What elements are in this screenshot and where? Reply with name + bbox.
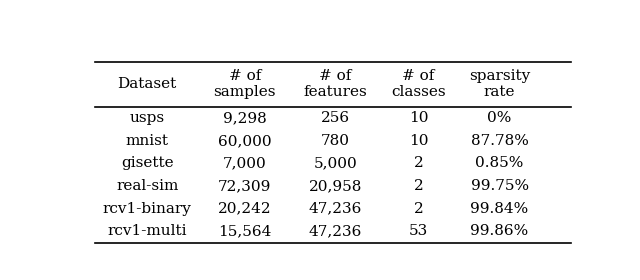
Text: 2: 2 [414, 179, 424, 193]
Text: 256: 256 [321, 111, 350, 125]
Text: Dataset: Dataset [118, 77, 177, 91]
Text: 87.78%: 87.78% [470, 134, 529, 148]
Text: 9,298: 9,298 [223, 111, 267, 125]
Text: # of
classes: # of classes [391, 69, 446, 99]
Text: 47,236: 47,236 [308, 224, 362, 238]
Text: 20,242: 20,242 [218, 202, 272, 216]
Text: 2: 2 [414, 202, 424, 216]
Text: # of
features: # of features [303, 69, 367, 99]
Text: 20,958: 20,958 [308, 179, 362, 193]
Text: mnist: mnist [125, 134, 169, 148]
Text: 0%: 0% [488, 111, 512, 125]
Text: 99.75%: 99.75% [470, 179, 529, 193]
Text: rcv1-multi: rcv1-multi [108, 224, 187, 238]
Text: # of
samples: # of samples [214, 69, 276, 99]
Text: 10: 10 [409, 111, 428, 125]
Text: usps: usps [130, 111, 165, 125]
Text: real-sim: real-sim [116, 179, 179, 193]
Text: 53: 53 [409, 224, 428, 238]
Text: 0.85%: 0.85% [476, 157, 524, 171]
Text: 7,000: 7,000 [223, 157, 267, 171]
Text: 5,000: 5,000 [314, 157, 357, 171]
Text: 60,000: 60,000 [218, 134, 272, 148]
Text: sparsity
rate: sparsity rate [469, 69, 531, 99]
Text: 47,236: 47,236 [308, 202, 362, 216]
Text: rcv1-binary: rcv1-binary [103, 202, 192, 216]
Text: 15,564: 15,564 [218, 224, 271, 238]
Text: 10: 10 [409, 134, 428, 148]
Text: 99.86%: 99.86% [470, 224, 529, 238]
Text: 99.84%: 99.84% [470, 202, 529, 216]
Text: 72,309: 72,309 [218, 179, 271, 193]
Text: 2: 2 [414, 157, 424, 171]
Text: gisette: gisette [121, 157, 173, 171]
Text: 780: 780 [321, 134, 350, 148]
